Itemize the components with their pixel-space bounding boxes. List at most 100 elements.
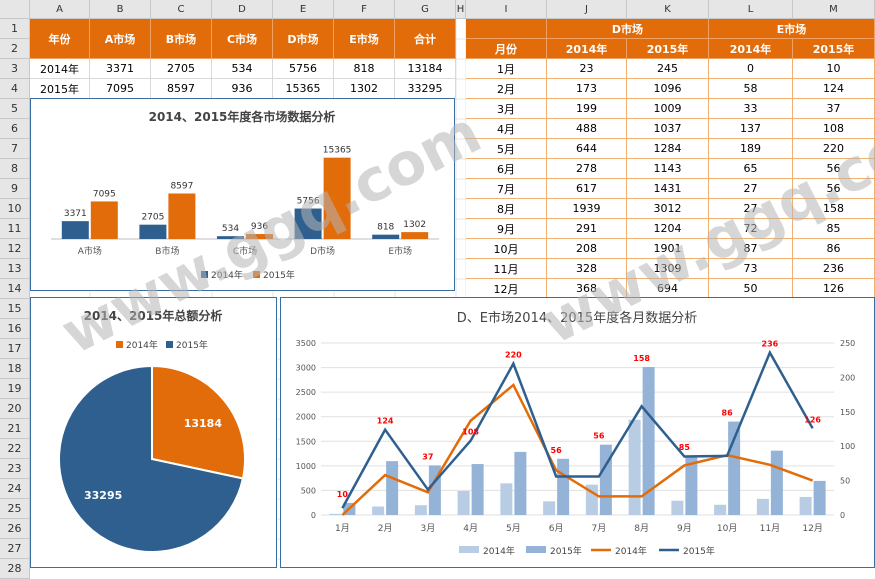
- table2-data-cell[interactable]: 5月: [466, 139, 547, 159]
- column-header[interactable]: J: [547, 0, 627, 19]
- row-header[interactable]: 8: [0, 159, 30, 179]
- column-header[interactable]: M: [793, 0, 875, 19]
- row-header[interactable]: 18: [0, 359, 30, 379]
- table2-data-cell[interactable]: 23: [547, 59, 627, 79]
- table1-data-cell[interactable]: 2015年: [30, 79, 90, 99]
- table2-data-cell[interactable]: 488: [547, 119, 627, 139]
- table2-sub-header[interactable]: 2014年: [547, 39, 627, 59]
- table2-data-cell[interactable]: 72: [709, 219, 793, 239]
- table2-data-cell[interactable]: 108: [793, 119, 875, 139]
- table2-data-cell[interactable]: 124: [793, 79, 875, 99]
- table2-data-cell[interactable]: 1939: [547, 199, 627, 219]
- table1-header-cell[interactable]: 合计: [395, 19, 456, 59]
- market-bar-chart-panel[interactable]: 2014、2015年度各市场数据分析 3371 7095 A市场 2705 8597 B市场…: [30, 98, 455, 291]
- row-header[interactable]: 19: [0, 379, 30, 399]
- table2-data-cell[interactable]: 189: [709, 139, 793, 159]
- row-header[interactable]: 27: [0, 539, 30, 559]
- table2-data-cell[interactable]: 1143: [627, 159, 709, 179]
- row-header[interactable]: 14: [0, 279, 30, 299]
- table2-data-cell[interactable]: 3月: [466, 99, 547, 119]
- table1-header-cell[interactable]: 年份: [30, 19, 90, 59]
- table1-data-cell[interactable]: 2705: [151, 59, 212, 79]
- row-header[interactable]: 21: [0, 419, 30, 439]
- column-header[interactable]: A: [30, 0, 90, 19]
- row-header[interactable]: 5: [0, 99, 30, 119]
- column-header[interactable]: D: [212, 0, 273, 19]
- column-header[interactable]: E: [273, 0, 334, 19]
- table2-data-cell[interactable]: 6月: [466, 159, 547, 179]
- row-header[interactable]: 9: [0, 179, 30, 199]
- table2-data-cell[interactable]: 85: [793, 219, 875, 239]
- table2-data-cell[interactable]: 245: [627, 59, 709, 79]
- table2-data-cell[interactable]: 278: [547, 159, 627, 179]
- table1-data-cell[interactable]: 3371: [90, 59, 151, 79]
- table2-data-cell[interactable]: 220: [793, 139, 875, 159]
- table2-data-cell[interactable]: 58: [709, 79, 793, 99]
- table2-data-cell[interactable]: 236: [793, 259, 875, 279]
- table2-data-cell[interactable]: 617: [547, 179, 627, 199]
- table1-data-cell[interactable]: 1302: [334, 79, 395, 99]
- table1-header-cell[interactable]: C市场: [212, 19, 273, 59]
- row-header[interactable]: 17: [0, 339, 30, 359]
- table2-data-cell[interactable]: 86: [793, 239, 875, 259]
- row-header[interactable]: 7: [0, 139, 30, 159]
- table1-data-cell[interactable]: 13184: [395, 59, 456, 79]
- table2-data-cell[interactable]: 56: [793, 159, 875, 179]
- table2-data-cell[interactable]: 4月: [466, 119, 547, 139]
- table2-sub-header[interactable]: 2015年: [793, 39, 875, 59]
- table2-data-cell[interactable]: 2月: [466, 79, 547, 99]
- table2-data-cell[interactable]: 173: [547, 79, 627, 99]
- table2-data-cell[interactable]: 37: [793, 99, 875, 119]
- table2-data-cell[interactable]: 208: [547, 239, 627, 259]
- table2-data-cell[interactable]: 368: [547, 279, 627, 299]
- table2-data-cell[interactable]: 1096: [627, 79, 709, 99]
- table2-data-cell[interactable]: 73: [709, 259, 793, 279]
- table2-sub-header[interactable]: 2014年: [709, 39, 793, 59]
- row-header[interactable]: 11: [0, 219, 30, 239]
- column-header[interactable]: B: [90, 0, 151, 19]
- table2-data-cell[interactable]: 1037: [627, 119, 709, 139]
- row-header[interactable]: 26: [0, 519, 30, 539]
- table2-group-header-d[interactable]: D市场: [547, 19, 709, 39]
- table2-data-cell[interactable]: 27: [709, 179, 793, 199]
- table2-data-cell[interactable]: 12月: [466, 279, 547, 299]
- table2-month-header[interactable]: 月份: [466, 39, 547, 59]
- row-header[interactable]: 23: [0, 459, 30, 479]
- table2-data-cell[interactable]: 1009: [627, 99, 709, 119]
- table1-data-cell[interactable]: 15365: [273, 79, 334, 99]
- row-header[interactable]: 3: [0, 59, 30, 79]
- table2-data-cell[interactable]: 1204: [627, 219, 709, 239]
- table2-data-cell[interactable]: 0: [709, 59, 793, 79]
- table2-data-cell[interactable]: 199: [547, 99, 627, 119]
- table2-data-cell[interactable]: 1月: [466, 59, 547, 79]
- table2-data-cell[interactable]: 1901: [627, 239, 709, 259]
- row-header[interactable]: 25: [0, 499, 30, 519]
- row-header[interactable]: 4: [0, 79, 30, 99]
- table2-data-cell[interactable]: 644: [547, 139, 627, 159]
- table1-data-cell[interactable]: 534: [212, 59, 273, 79]
- table1-data-cell[interactable]: 818: [334, 59, 395, 79]
- row-header[interactable]: 22: [0, 439, 30, 459]
- table2-data-cell[interactable]: 694: [627, 279, 709, 299]
- row-header[interactable]: 6: [0, 119, 30, 139]
- table2-data-cell[interactable]: 1284: [627, 139, 709, 159]
- row-header[interactable]: 10: [0, 199, 30, 219]
- column-header[interactable]: L: [709, 0, 793, 19]
- table1-header-cell[interactable]: A市场: [90, 19, 151, 59]
- table2-data-cell[interactable]: 158: [793, 199, 875, 219]
- table2-data-cell[interactable]: 126: [793, 279, 875, 299]
- table1-data-cell[interactable]: 936: [212, 79, 273, 99]
- table1-data-cell[interactable]: 7095: [90, 79, 151, 99]
- table2-data-cell[interactable]: 65: [709, 159, 793, 179]
- select-all-corner[interactable]: [0, 0, 30, 19]
- table2-data-cell[interactable]: 33: [709, 99, 793, 119]
- table1-data-cell[interactable]: 5756: [273, 59, 334, 79]
- table1-data-cell[interactable]: 33295: [395, 79, 456, 99]
- table2-data-cell[interactable]: 291: [547, 219, 627, 239]
- table2-header-blank[interactable]: [466, 19, 547, 39]
- table2-sub-header[interactable]: 2015年: [627, 39, 709, 59]
- table2-data-cell[interactable]: 7月: [466, 179, 547, 199]
- table2-data-cell[interactable]: 9月: [466, 219, 547, 239]
- table2-data-cell[interactable]: 50: [709, 279, 793, 299]
- table2-data-cell[interactable]: 1309: [627, 259, 709, 279]
